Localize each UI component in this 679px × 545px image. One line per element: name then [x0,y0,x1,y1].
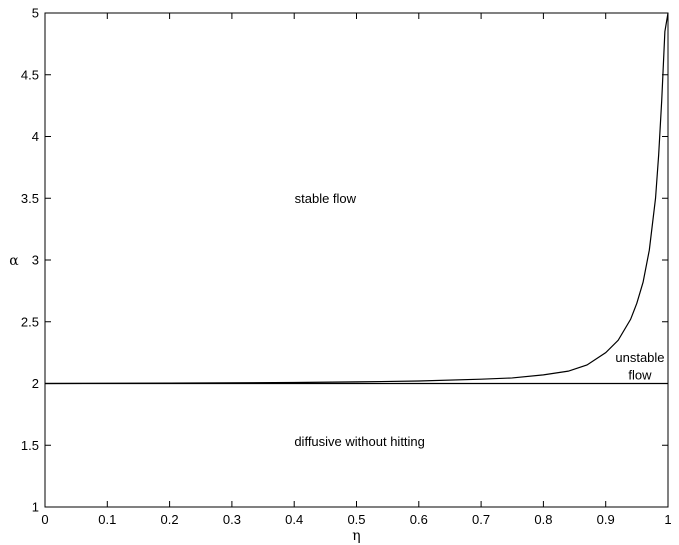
region-annotation: unstable [615,350,664,365]
y-tick-label: 4.5 [21,67,39,82]
x-tick-label: 0.2 [161,512,179,527]
y-tick-label: 2.5 [21,314,39,329]
x-tick-label: 0.8 [534,512,552,527]
x-tick-label: 0.6 [410,512,428,527]
y-tick-label: 1 [32,500,39,515]
region-annotation: diffusive without hitting [294,434,425,449]
x-tick-label: 0.3 [223,512,241,527]
x-tick-label: 0.4 [285,512,303,527]
x-tick-label: 0.9 [597,512,615,527]
region-annotation: flow [628,367,652,382]
x-tick-label: 0.7 [472,512,490,527]
y-tick-label: 4 [32,129,39,144]
x-tick-label: 1 [664,512,671,527]
y-tick-label: 2 [32,376,39,391]
y-axis-label: α [9,253,19,269]
y-tick-label: 5 [32,6,39,21]
series-line-1 [44,12,669,385]
region-annotation: stable flow [295,191,357,206]
y-tick-label: 3 [32,253,39,268]
x-tick-label: 0 [41,512,48,527]
x-axis-label: η [352,528,360,544]
x-tick-label: 0.5 [347,512,365,527]
y-tick-label: 3.5 [21,191,39,206]
x-tick-label: 0.1 [98,512,116,527]
y-tick-label: 1.5 [21,438,39,453]
